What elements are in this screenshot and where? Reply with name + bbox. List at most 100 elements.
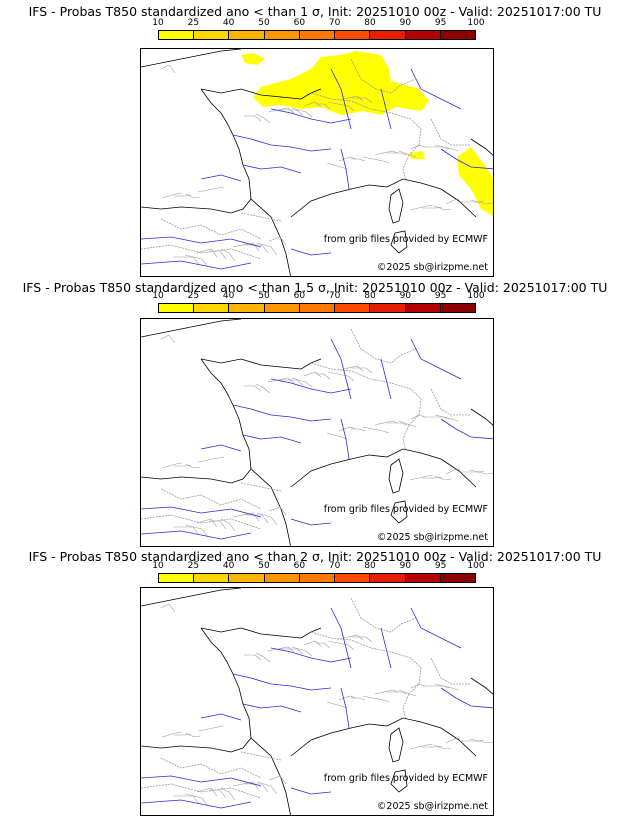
admin-border (350, 58, 417, 94)
admin-border (245, 244, 269, 254)
colorbar-tick-label: 25 (187, 561, 200, 571)
coastline (250, 468, 291, 546)
colorbar-segment (229, 31, 265, 39)
coastline (141, 49, 242, 68)
admin-border (374, 150, 399, 156)
colorbar-tick-label: 100 (467, 561, 485, 571)
colorbar-tick-label: 60 (293, 561, 306, 571)
colorbar-segment (335, 31, 371, 39)
river (242, 703, 302, 713)
admin-border (339, 634, 364, 641)
admin-border (422, 206, 443, 209)
admin-border (303, 101, 322, 108)
admin-border (240, 482, 282, 492)
probability-area (241, 53, 265, 65)
colorbar-tick-label: 40 (222, 18, 235, 28)
admin-border (350, 597, 417, 633)
admin-border (338, 156, 357, 162)
coastline (290, 717, 477, 757)
admin-border (160, 757, 262, 779)
colorbar-segment (405, 31, 441, 39)
admin-border (267, 377, 295, 384)
coastline (470, 138, 493, 156)
map-panel-3: IFS - Probas T850 standardized ano < tha… (0, 541, 630, 816)
island-coastline (388, 727, 404, 763)
admin-border (422, 476, 443, 479)
colorbar-segment (264, 304, 300, 312)
admin-border (338, 695, 357, 701)
admin-border (402, 154, 410, 182)
river (340, 418, 350, 460)
colorbar-tick-label: 40 (222, 291, 235, 301)
admin-border (256, 242, 278, 256)
colorbar-tick-label: 60 (293, 18, 306, 28)
admin-border (310, 92, 422, 156)
river (380, 358, 392, 400)
admin-border (280, 648, 304, 655)
map-panel-2: IFS - Probas T850 standardized ano < tha… (0, 270, 630, 547)
colorbar-segment (335, 574, 371, 582)
admin-border (184, 793, 209, 807)
admin-border (310, 631, 422, 695)
admin-border (351, 158, 366, 162)
admin-border (351, 697, 366, 701)
admin-border (398, 150, 417, 158)
admin-border (445, 468, 461, 475)
probability-area (253, 51, 429, 115)
colorbar-tick-label: 70 (328, 561, 341, 571)
colorbar-tick-label: 90 (399, 291, 412, 301)
coastline (250, 198, 291, 276)
coastline (290, 178, 477, 218)
colorbar-tick-label: 40 (222, 561, 235, 571)
colorbar-tick-label: 50 (258, 291, 270, 301)
river (200, 174, 242, 182)
admin-border (339, 365, 364, 372)
colorbar-segment (299, 31, 336, 39)
admin-border (255, 113, 271, 124)
admin-border (160, 603, 176, 613)
admin-border (374, 689, 399, 695)
probability-area (457, 147, 493, 216)
colorbar-segment (335, 304, 371, 312)
colorbar-tick-label: 25 (187, 291, 200, 301)
colorbar-tick-label: 95 (434, 561, 447, 571)
colorbar (158, 573, 476, 583)
admin-border (327, 101, 355, 112)
map-canvas (141, 49, 493, 276)
colorbar-segment (299, 304, 336, 312)
colorbar-segment (405, 304, 441, 312)
admin-border (160, 488, 262, 510)
colorbar-segment (159, 304, 195, 312)
river (410, 338, 462, 380)
river (330, 68, 352, 130)
colorbar-tick-label: 50 (258, 18, 270, 28)
admin-border (196, 787, 218, 797)
map-frame: from grib files provided by ECMWF ©2025 … (140, 587, 494, 816)
river (340, 687, 350, 729)
admin-border (422, 745, 443, 748)
colorbar-segment (264, 574, 300, 582)
admin-border (362, 426, 390, 434)
admin-border (316, 373, 331, 380)
river (290, 518, 332, 526)
panel-title: IFS - Probas T850 standardized ano < tha… (28, 4, 602, 19)
credit-text: from grib files provided by ECMWF (323, 504, 488, 515)
admin-border (240, 751, 282, 761)
admin-border (256, 781, 278, 795)
panel-title: IFS - Probas T850 standardized ano < tha… (28, 549, 602, 564)
river (440, 148, 493, 170)
coastline (470, 408, 493, 426)
admin-border (184, 254, 209, 268)
river (270, 378, 352, 394)
map-frame: from grib files provided by ECMWF ©2025 … (140, 318, 494, 547)
admin-border (327, 371, 355, 382)
colorbar-tick-label: 90 (399, 561, 412, 571)
admin-border (141, 514, 262, 530)
admin-border (469, 469, 493, 475)
river (290, 248, 332, 256)
admin-border (430, 388, 471, 416)
river (440, 418, 493, 440)
admin-border (244, 654, 262, 661)
admin-border (352, 636, 373, 643)
colorbar-segment (370, 574, 406, 582)
